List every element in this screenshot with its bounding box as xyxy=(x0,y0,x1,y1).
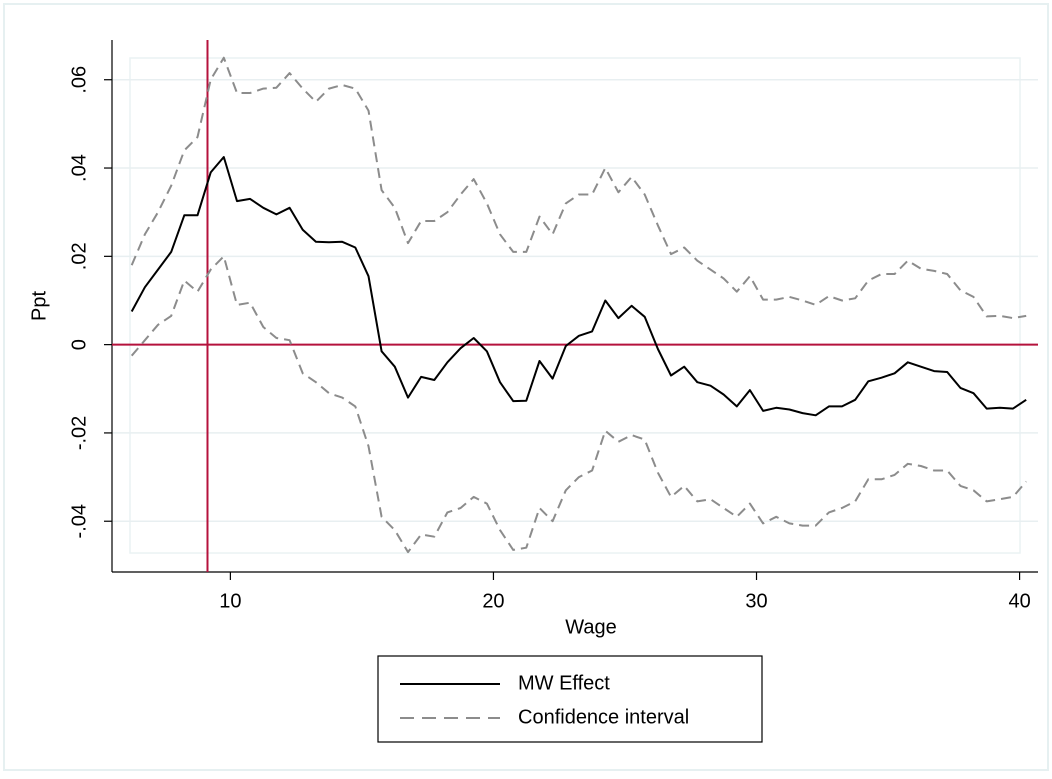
y-tick-label: -.04 xyxy=(68,504,90,538)
plot-region xyxy=(129,57,1021,554)
x-axis-title: Wage xyxy=(565,616,617,638)
y-tick-label: -.02 xyxy=(68,416,90,450)
legend-label: MW Effect xyxy=(518,672,610,694)
y-axis-title: Ppt xyxy=(28,291,50,321)
legend xyxy=(377,655,763,743)
legend-label: Confidence interval xyxy=(518,706,689,728)
line-upper xyxy=(130,56,1027,320)
x-tick-label: 30 xyxy=(745,590,767,612)
y-tick-label: .04 xyxy=(68,154,90,182)
x-tick-label: 10 xyxy=(219,590,241,612)
line-values xyxy=(130,156,1027,417)
x-tick-label: 20 xyxy=(482,590,504,612)
y-tick-label: 0 xyxy=(68,339,90,350)
line-lower xyxy=(130,255,1027,554)
y-tick-label: .02 xyxy=(68,242,90,270)
x-tick-label: 40 xyxy=(1008,590,1030,612)
outer-frame xyxy=(3,3,1049,771)
y-tick-label: .06 xyxy=(68,66,90,94)
